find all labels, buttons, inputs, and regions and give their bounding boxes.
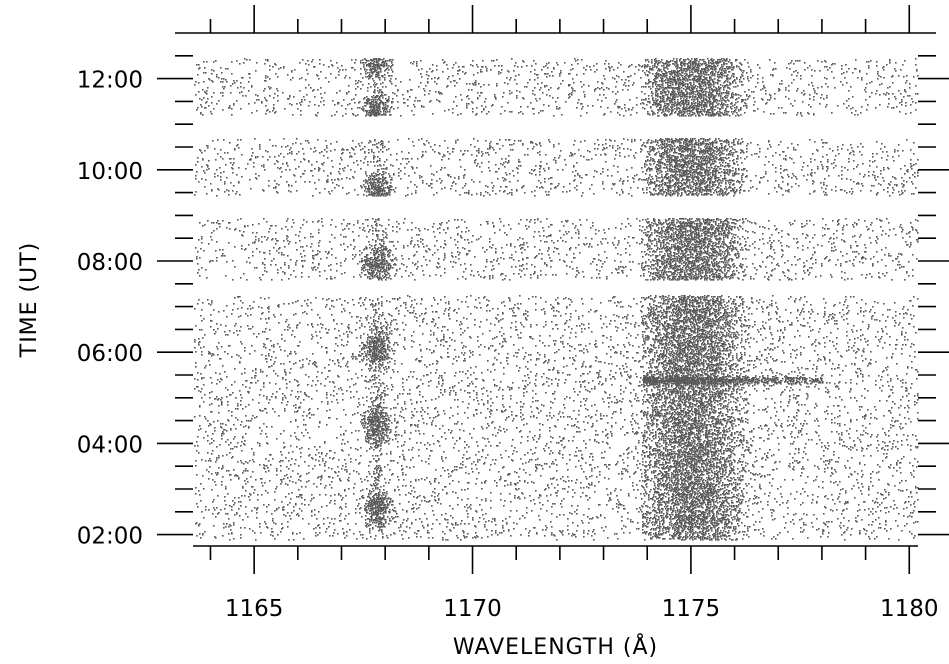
plot-frame (193, 32, 918, 547)
tick-labels: 1165 1170 1175 1180 02:00 04:00 06:00 08:00 10:0… (77, 68, 939, 622)
x-axis-ticks (209, 5, 911, 574)
photon-events (194, 58, 919, 541)
y-tick-label: 06:00 (77, 341, 143, 367)
y-tick-label: 04:00 (77, 432, 143, 458)
x-axis-title: WAVELENGTH (Å) (453, 633, 658, 660)
y-axis-title: TIME (UT) (17, 242, 42, 359)
y-tick-label: 10:00 (77, 159, 143, 185)
x-tick-label: 1165 (225, 596, 284, 622)
y-tick-label: 02:00 (77, 524, 143, 550)
y-tick-label: 12:00 (77, 68, 143, 94)
x-tick-label: 1170 (443, 596, 502, 622)
photon-event-dots (194, 58, 919, 541)
y-axis-ticks (157, 32, 949, 536)
y-tick-label: 08:00 (77, 250, 143, 276)
x-tick-label: 1175 (662, 596, 721, 622)
x-tick-label: 1180 (880, 596, 939, 622)
